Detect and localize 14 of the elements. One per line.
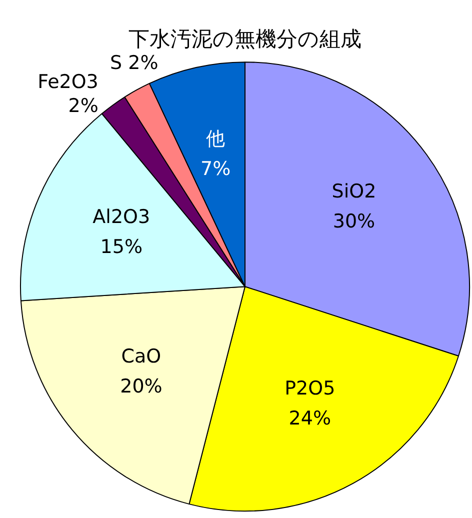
- data-label: 2%: [68, 94, 98, 117]
- slice-label: Al2O3: [92, 206, 150, 228]
- slice-label: S 2%: [110, 52, 158, 74]
- slice-label: Fe2O3: [38, 70, 98, 93]
- data-label: 15%: [100, 236, 142, 258]
- data-label: 20%: [120, 375, 162, 398]
- slice-label: 他: [206, 128, 226, 150]
- data-label: 24%: [288, 408, 332, 430]
- data-label: 30%: [332, 210, 376, 232]
- data-label: 7%: [200, 158, 231, 180]
- chart-title: 下水汚泥の無機分の組成: [128, 27, 362, 52]
- slice-label: SiO2: [332, 180, 376, 202]
- slice-label: P2O5: [284, 378, 336, 400]
- slice-label: CaO: [121, 345, 162, 368]
